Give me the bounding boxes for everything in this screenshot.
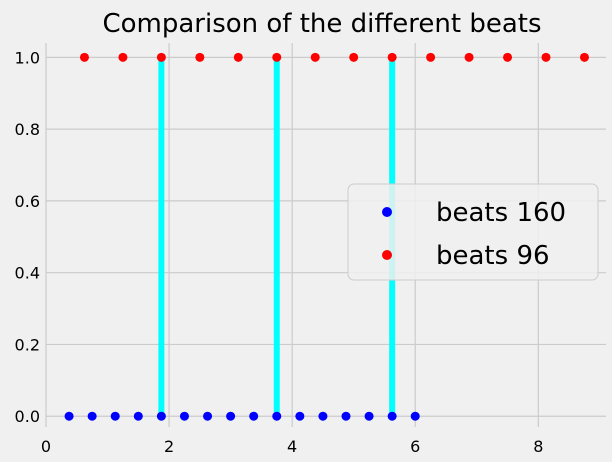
legend: beats 160 beats 96: [347, 183, 599, 281]
point-beats-160-12: [341, 411, 351, 421]
x-tick-label-4: 8: [533, 437, 543, 456]
point-beats-160-3: [133, 411, 143, 421]
y-tick-label-0: 0.0: [15, 407, 40, 426]
y-tick-label-3: 0.6: [15, 192, 40, 211]
point-beats-160-0: [64, 411, 74, 421]
legend-label-1: beats 96: [436, 241, 550, 271]
point-beats-160-4: [156, 411, 166, 421]
point-beats-160-1: [87, 411, 97, 421]
y-tick-label-5: 1.0: [15, 48, 40, 67]
point-beats-96-10: [464, 52, 474, 62]
x-tick-label-2: 4: [287, 437, 297, 456]
point-beats-96-2: [156, 52, 166, 62]
chart-title: Comparison of the different beats: [102, 9, 541, 39]
grid: [45, 43, 606, 427]
point-beats-96-13: [579, 52, 589, 62]
legend-label-0: beats 160: [436, 198, 566, 228]
legend-marker-1: [382, 250, 392, 260]
point-beats-160-7: [226, 411, 236, 421]
point-beats-96-7: [349, 52, 359, 62]
x-tick-label-3: 6: [410, 437, 420, 456]
point-beats-96-5: [272, 52, 282, 62]
point-beats-96-1: [118, 52, 128, 62]
point-beats-160-10: [295, 411, 305, 421]
x-axis-ticks: 0 2 4 6 8: [41, 437, 543, 456]
y-axis-ticks: 0.0 0.2 0.4 0.6 0.8 1.0: [15, 48, 40, 426]
point-beats-96-11: [503, 52, 513, 62]
point-beats-160-9: [272, 411, 282, 421]
point-beats-160-2: [110, 411, 120, 421]
x-tick-label-0: 0: [41, 437, 51, 456]
point-beats-96-0: [79, 52, 89, 62]
point-beats-160-14: [387, 411, 397, 421]
y-tick-label-1: 0.2: [15, 335, 40, 354]
y-tick-label-2: 0.4: [15, 264, 40, 283]
point-beats-160-5: [179, 411, 189, 421]
point-beats-96-8: [387, 52, 397, 62]
point-beats-160-11: [318, 411, 328, 421]
point-beats-160-13: [364, 411, 374, 421]
legend-box: [347, 183, 599, 281]
legend-marker-0: [382, 207, 392, 217]
point-beats-96-9: [426, 52, 436, 62]
x-tick-label-1: 2: [164, 437, 174, 456]
data-points: [64, 52, 589, 421]
point-beats-96-4: [233, 52, 243, 62]
point-beats-160-6: [203, 411, 213, 421]
point-beats-96-6: [310, 52, 320, 62]
point-beats-96-12: [541, 52, 551, 62]
point-beats-96-3: [195, 52, 205, 62]
point-beats-160-15: [410, 411, 420, 421]
point-beats-160-8: [249, 411, 259, 421]
y-tick-label-4: 0.8: [15, 120, 40, 139]
